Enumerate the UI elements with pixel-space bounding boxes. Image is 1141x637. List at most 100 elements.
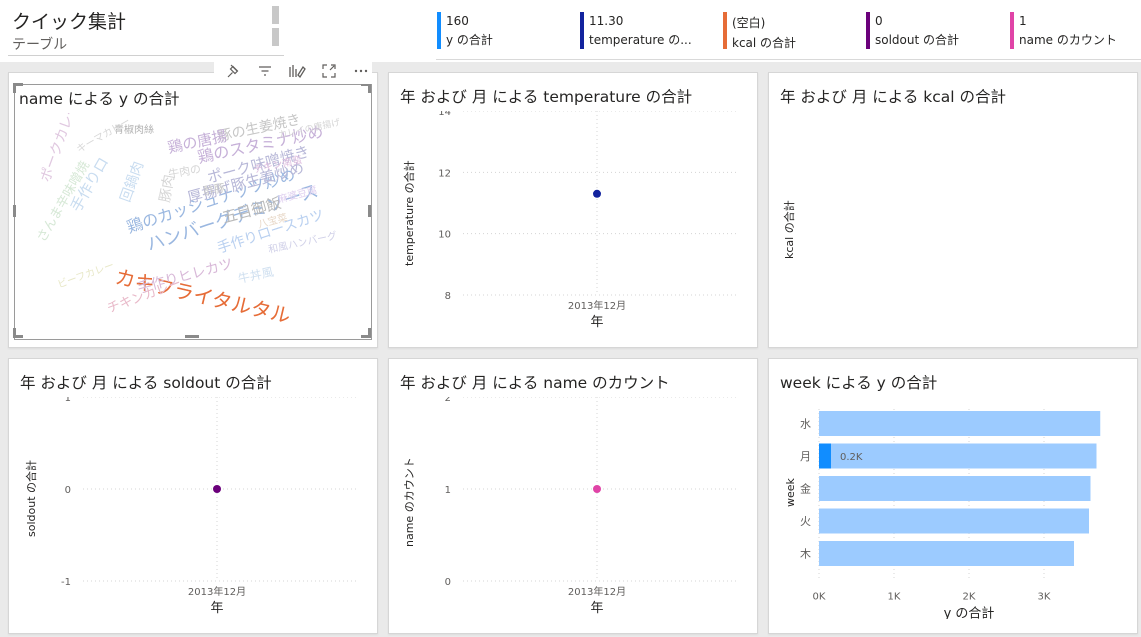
resize-handle[interactable] [13,205,16,217]
week-category-label: 金 [800,482,811,496]
resize-handle[interactable] [368,205,371,217]
resize-handle[interactable] [361,83,371,86]
temperature-y-axis-title: temperature の合計 [403,160,416,266]
soldout-y-tick-label: 1 [65,397,71,404]
wordcloud-title: name による y の合計 [19,90,180,108]
week-chart-title: week による y の合計 [780,374,938,392]
wordcloud-word: 酢豚 [202,180,226,198]
name-count-x-axis-title: 年 [590,601,603,616]
temperature-y-tick-label: 12 [438,168,451,179]
soldout-x-tick-label: 2013年12月 [188,585,246,598]
kpi-value: 11.30 [589,14,624,28]
temperature-y-tick-label: 8 [445,291,451,302]
kpi-card-y[interactable]: 160 y の合計 [437,12,493,50]
focus-mode-icon[interactable] [318,60,340,82]
week-bar-chart: 0K 1K 2K 3K 水月 0.2K 金火木 y の合計 [800,409,1101,620]
name-count-x-tick-label: 2013年12月 [568,585,626,598]
soldout-y-tick-label: -1 [61,577,71,588]
kpi-color-bar [580,12,584,49]
name-count-y-tick-label: 1 [445,485,451,496]
week-x-tick-label: 0K [813,592,826,603]
temperature-y-tick-label: 10 [438,230,451,241]
visual-toolbar [214,58,372,84]
week-category-label: 月 [800,450,811,463]
kpi-value: 0 [875,14,883,28]
week-bar [819,411,1101,436]
soldout-y-axis-title: soldout の合計 [25,459,38,537]
week-bar [819,443,1097,469]
resize-handle[interactable] [368,328,371,338]
temperature-data-point [593,189,601,198]
page-header: クイック集計 テーブル 160 y の合計 11.30 temperature … [0,0,1141,62]
kpi-card-name[interactable]: 1 name のカウント [1010,12,1117,50]
kpi-value: 1 [1019,14,1027,28]
temperature-chart-title: 年 および 月 による temperature の合計 [400,88,693,106]
kpi-card-temperature[interactable]: 11.30 temperature の... [580,12,692,50]
soldout-chart-title: 年 および 月 による soldout の合計 [20,374,272,392]
kpi-label: temperature の... [589,33,692,47]
wordcloud-word: 牛肉の [167,161,202,181]
week-chart-tile[interactable]: week による y の合計 week 0K 1K 2K 3K 水月 0.2K 金火木 y の… [768,358,1138,634]
filter-icon[interactable] [254,60,276,82]
kcal-chart-title: 年 および 月 による kcal の合計 [780,88,1006,106]
kcal-y-axis-title: kcal の合計 [783,200,796,259]
wordcloud-word: 青椒肉絲 [114,123,154,136]
resize-handle[interactable] [13,328,16,338]
name-count-y-tick-label: 2 [445,397,451,404]
week-x-tick-label: 1K [888,592,901,603]
resize-handle[interactable] [368,83,371,93]
title-scrollbar[interactable] [272,6,280,46]
resize-handle[interactable] [185,335,199,338]
week-category-label: 火 [800,515,811,528]
name-count-data-point [593,485,601,493]
temperature-chart-tile[interactable]: 年 および 月 による temperature の合計 temperature … [388,72,758,348]
week-x-axis-title: y の合計 [944,606,995,620]
kpi-label: kcal の合計 [732,36,797,50]
soldout-chart-tile[interactable]: 年 および 月 による soldout の合計 soldout の合計 1 0 -1… [8,358,378,634]
temperature-x-tick-label: 2013年12月 [568,299,626,312]
name-count-chart-tile[interactable]: 年 および 月 による name のカウント name のカウント 2 1 0 201… [388,358,758,634]
soldout-data-point [213,485,221,493]
selection-border [14,84,372,340]
week-category-label: 水 [800,418,811,431]
week-category-label: 木 [800,548,811,561]
kcal-chart-tile[interactable]: 年 および 月 による kcal の合計 kcal の合計 [768,72,1138,348]
resize-handle[interactable] [13,83,23,86]
temperature-y-tick-label: 14 [438,111,451,118]
name-count-y-axis-title: name のカウント [403,457,416,547]
kpi-value: 160 [446,14,469,28]
week-highlight-bar [819,443,831,469]
week-x-tick-label: 3K [1038,592,1051,603]
pin-icon[interactable] [222,60,244,82]
week-bar [819,476,1091,501]
soldout-x-axis-title: 年 [210,601,223,616]
resize-handle[interactable] [13,335,23,338]
name-count-chart-title: 年 および 月 による name のカウント [400,374,670,392]
week-bar [819,508,1089,534]
resize-handle[interactable] [361,335,371,338]
kpi-color-bar [723,12,727,49]
week-bar [819,541,1074,566]
week-x-tick-label: 2K [963,592,976,603]
title-divider [8,55,284,56]
kpi-label: name のカウント [1019,33,1117,47]
wordcloud-word: 牛丼風 [237,264,275,286]
resize-handle[interactable] [13,83,16,93]
kpi-card-kcal[interactable]: (空白) kcal の合計 [723,12,796,50]
format-icon[interactable] [286,60,308,82]
page-subtitle: テーブル [12,37,68,53]
kpi-color-bar [1010,12,1014,49]
soldout-y-tick-label: 0 [65,485,71,496]
kpi-value: (空白) [732,16,766,30]
kpi-card-soldout[interactable]: 0 soldout の合計 [866,12,959,50]
word-cloud: カキフライタルタルハンバーグデミソース鶏のカッシュナッツ炒め厚揚げ豚生姜炒めポー… [34,113,341,328]
kpi-label: y の合計 [446,33,493,47]
wordcloud-word: 豚肉 [157,173,178,203]
page-title: クイック集計 [12,11,127,33]
more-options-icon[interactable] [350,60,372,82]
wordcloud-tile[interactable]: name による y の合計 カキフライタルタル ハンバーグデミソース 鶏のカッシュ… [8,72,378,348]
temperature-x-axis-title: 年 [590,315,603,330]
kpi-label: soldout の合計 [875,33,960,47]
